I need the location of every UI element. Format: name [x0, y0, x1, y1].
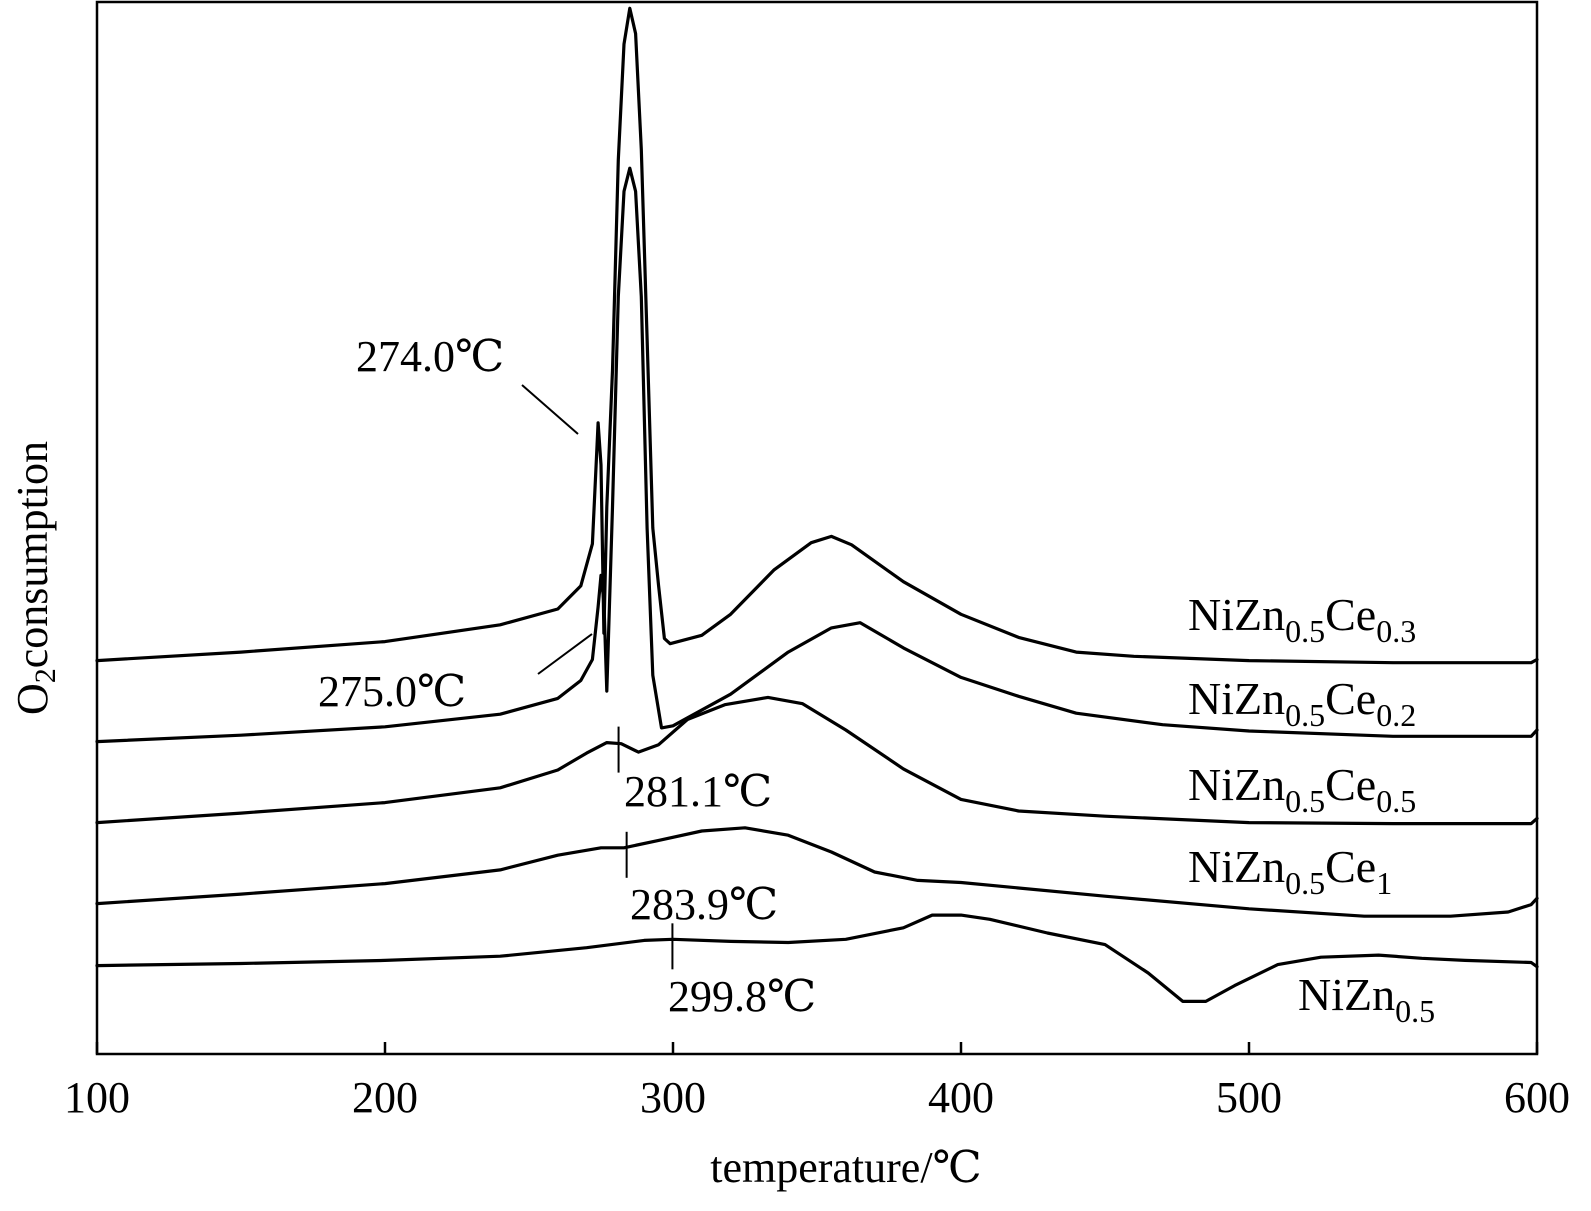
- series-label-0: NiZn0.5Ce0.3: [1188, 589, 1416, 649]
- annotation-leader-0: [521, 384, 579, 435]
- series-label-2: NiZn0.5Ce0.5: [1188, 759, 1416, 819]
- annotation-label-1: 275.0℃: [318, 667, 466, 716]
- y-axis-label: O2consumption: [8, 441, 62, 715]
- x-tick-label-100: 100: [64, 1073, 130, 1122]
- x-axis-tick-labels: 100 200 300 400 500 600: [64, 1073, 1570, 1122]
- y-axis-label-main: O: [8, 683, 57, 715]
- series-line-3: [95, 826, 1539, 918]
- series-line-2: [95, 695, 1539, 826]
- annotation-label-2: 281.1℃: [624, 767, 772, 816]
- series-labels: NiZn0.5Ce0.3 NiZn0.5Ce0.2 NiZn0.5Ce0.5 NiZn…: [1188, 589, 1435, 1029]
- peak-annotations: 274.0℃ 275.0℃ 281.1℃ 283.9℃ 299.8℃: [318, 332, 816, 1021]
- x-tick-label-600: 600: [1504, 1073, 1570, 1122]
- y-axis-label-rest: consumption: [8, 441, 57, 668]
- series-label-1: NiZn0.5Ce0.2: [1188, 673, 1416, 733]
- annotation-label-4: 299.8℃: [668, 972, 816, 1021]
- x-tick-label-200: 200: [352, 1073, 418, 1122]
- series-line-1: [95, 166, 1539, 744]
- y-axis-label-subscript: 2: [29, 668, 62, 683]
- x-tick-label-500: 500: [1216, 1073, 1282, 1122]
- x-tick-label-400: 400: [928, 1073, 994, 1122]
- annotation-leader-1: [537, 633, 593, 675]
- series-label-4: NiZn0.5: [1298, 969, 1435, 1029]
- x-axis-ticks: [95, 1042, 1539, 1054]
- annotation-label-0: 274.0℃: [356, 332, 504, 381]
- x-tick-label-300: 300: [640, 1073, 706, 1122]
- series-lines: [95, 6, 1539, 1003]
- series-line-4: [95, 913, 1539, 1003]
- series-line-0: [95, 6, 1539, 665]
- annotation-label-3: 283.9℃: [630, 880, 778, 929]
- series-label-3: NiZn0.5Ce1: [1188, 841, 1392, 901]
- plot-frame: [95, 0, 1539, 1056]
- x-axis-label: temperature/℃: [710, 1143, 982, 1192]
